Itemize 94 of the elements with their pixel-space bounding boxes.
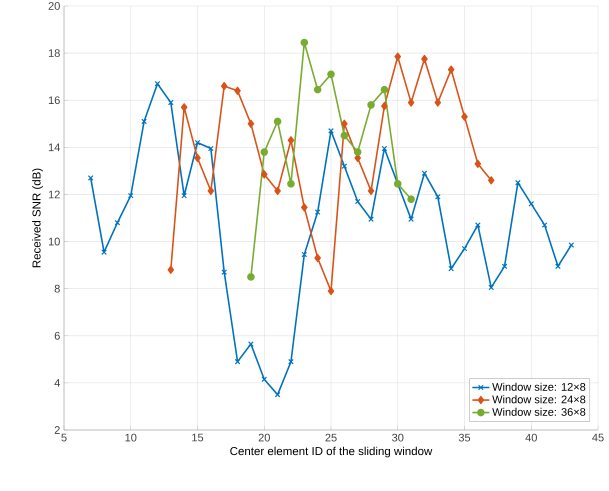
legend-label: Window size: 36×8 <box>492 408 586 416</box>
point <box>181 192 188 198</box>
point <box>515 180 521 186</box>
point <box>367 101 375 109</box>
x-tick-label: 10 <box>125 434 136 442</box>
point <box>274 186 281 196</box>
point <box>448 266 454 272</box>
point <box>461 112 468 121</box>
point <box>434 194 441 200</box>
point <box>354 148 362 156</box>
y-tick-label: 6 <box>54 332 60 340</box>
point <box>408 98 414 107</box>
point <box>328 128 334 134</box>
point <box>260 170 268 179</box>
point <box>368 186 374 196</box>
x-tick-label: 20 <box>258 434 270 442</box>
point <box>394 52 402 61</box>
point <box>194 140 200 146</box>
y-axis-title: Received SNR (dB) <box>32 168 43 268</box>
point <box>260 148 268 156</box>
point <box>274 118 282 126</box>
point <box>154 80 160 87</box>
point <box>247 273 255 281</box>
point <box>408 216 414 222</box>
point <box>128 192 134 198</box>
x-axis-title: Center element ID of the sliding window <box>230 446 432 458</box>
point <box>221 269 228 276</box>
point <box>220 82 228 90</box>
point <box>274 392 280 398</box>
point <box>488 176 494 184</box>
point <box>300 38 308 46</box>
point <box>168 266 174 274</box>
x-tick-label: 35 <box>458 434 470 442</box>
point <box>421 54 428 64</box>
y-tick-label: 16 <box>48 96 60 104</box>
point <box>114 220 120 226</box>
point <box>248 120 254 128</box>
y-tick-label: 12 <box>48 190 60 198</box>
point <box>314 86 322 94</box>
point <box>287 180 295 188</box>
point <box>328 286 334 296</box>
x-tick-label: 30 <box>392 434 404 442</box>
x-tick-label: 5 <box>61 434 67 442</box>
point <box>194 154 201 162</box>
point <box>382 146 388 152</box>
y-tick-label: 14 <box>48 144 60 152</box>
point <box>462 246 468 252</box>
x-tick-label: 25 <box>325 434 337 442</box>
point <box>208 186 214 196</box>
point <box>327 70 335 78</box>
point <box>248 341 254 347</box>
point <box>555 263 561 270</box>
point <box>180 103 188 112</box>
point <box>342 163 348 170</box>
point <box>434 98 442 107</box>
point <box>101 249 107 256</box>
point <box>208 146 214 152</box>
point <box>288 136 294 144</box>
point <box>141 118 147 124</box>
legend-label: Window size: 12×8 <box>492 382 586 391</box>
legend-label: Window size: 24×8 <box>492 395 586 404</box>
point <box>288 358 294 365</box>
point <box>488 284 494 290</box>
point <box>168 100 174 106</box>
point <box>475 222 481 228</box>
point <box>234 358 240 365</box>
point <box>381 102 388 110</box>
y-tick-label: 4 <box>54 379 60 387</box>
point <box>314 254 321 262</box>
y-tick-label: 18 <box>48 49 60 58</box>
point <box>407 195 415 203</box>
point <box>340 132 348 140</box>
x-tick-label: 45 <box>592 434 604 442</box>
point <box>528 201 534 207</box>
y-tick-label: 2 <box>54 426 60 434</box>
y-tick-label: 20 <box>48 2 60 10</box>
point <box>301 252 308 258</box>
x-tick-label: 40 <box>525 434 537 442</box>
point <box>542 222 548 228</box>
point <box>448 65 454 74</box>
point <box>261 376 268 382</box>
point <box>502 263 508 270</box>
point <box>474 160 482 168</box>
point <box>301 203 308 212</box>
y-tick-label: 8 <box>54 284 60 293</box>
point <box>380 86 388 94</box>
y-tick-label: 10 <box>48 238 60 246</box>
point <box>341 120 348 128</box>
x-tick-label: 15 <box>192 434 204 442</box>
point <box>422 170 428 176</box>
point <box>234 86 241 95</box>
point <box>354 198 361 204</box>
point <box>368 216 374 222</box>
point <box>314 209 321 215</box>
